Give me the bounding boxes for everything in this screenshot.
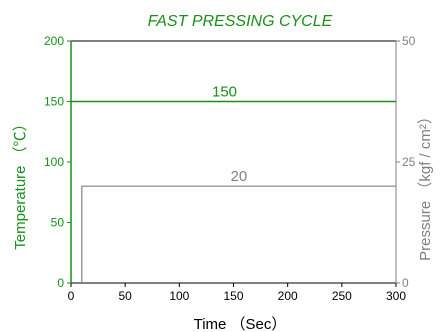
- x-tick-label: 150: [223, 289, 243, 303]
- left-tick-label: 150: [44, 95, 64, 109]
- chart-title: FAST PRESSING CYCLE: [148, 13, 333, 30]
- left-tick-label: 0: [57, 276, 64, 290]
- right-tick-label: 0: [402, 276, 409, 290]
- left-tick-label: 200: [44, 34, 64, 48]
- series-layer: 150 20: [71, 84, 396, 283]
- pressure-data-label: 20: [231, 168, 248, 185]
- x-tick-label: 100: [169, 289, 189, 303]
- left-tick-label: 100: [44, 155, 64, 169]
- x-tick-label: 250: [332, 289, 352, 303]
- x-tick-label: 300: [386, 289, 406, 303]
- right-tick-label: 50: [402, 34, 416, 48]
- left-axis-ticks: 0 50 100 150 200: [44, 34, 71, 290]
- right-tick-label: 25: [402, 155, 416, 169]
- left-tick-label: 50: [51, 216, 65, 230]
- x-tick-label: 50: [118, 289, 132, 303]
- pressure-line: [81, 185, 396, 283]
- right-axis-ticks: 0 25 50: [396, 34, 416, 290]
- right-axis-label: Pressure （kgf / cm²）: [417, 109, 434, 261]
- plot-area: [70, 40, 397, 284]
- x-tick-label: 200: [278, 289, 298, 303]
- x-tick-label: 0: [68, 289, 75, 303]
- left-axis-label: Temperature （℃）: [12, 116, 29, 249]
- x-axis-ticks: 0 50 100 150 200 250 300: [68, 283, 406, 303]
- temperature-data-label: 150: [212, 84, 237, 101]
- x-axis-label: Time （Sec）: [194, 316, 287, 332]
